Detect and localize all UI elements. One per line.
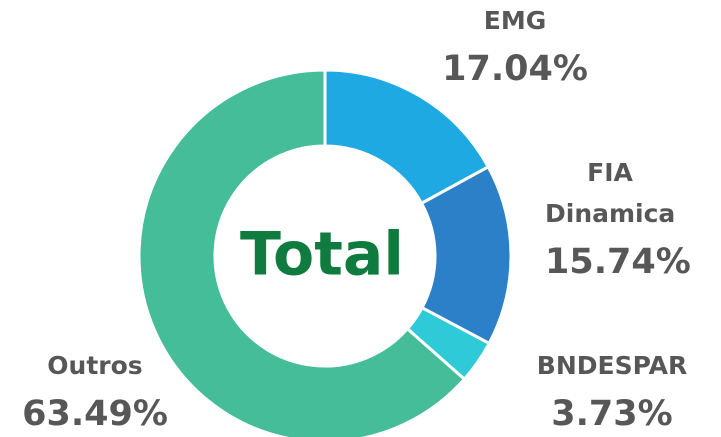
- slice-label: FIA Dinamica 15.74%: [545, 152, 691, 286]
- slice-name: FIA Dinamica: [545, 158, 676, 228]
- slice-percent: 63.49%: [22, 394, 168, 434]
- slice-percent: 17.04%: [442, 49, 588, 89]
- slice-name: Outros: [47, 351, 143, 380]
- slice-name: EMG: [483, 6, 547, 35]
- slice-label: Outros 63.49%: [22, 345, 168, 437]
- center-title: Total: [240, 220, 404, 290]
- slice-label: EMG 17.04%: [442, 0, 588, 93]
- donut-slice: [323, 68, 491, 206]
- donut-slice: [419, 164, 513, 346]
- donut-slice: [405, 305, 492, 382]
- slice-name: BNDESPAR: [536, 351, 688, 380]
- slice-percent: 3.73%: [551, 394, 673, 434]
- slice-label: BNDESPAR 3.73%: [537, 345, 687, 437]
- slice-percent: 15.74%: [545, 242, 691, 282]
- donut-slice: [137, 68, 467, 437]
